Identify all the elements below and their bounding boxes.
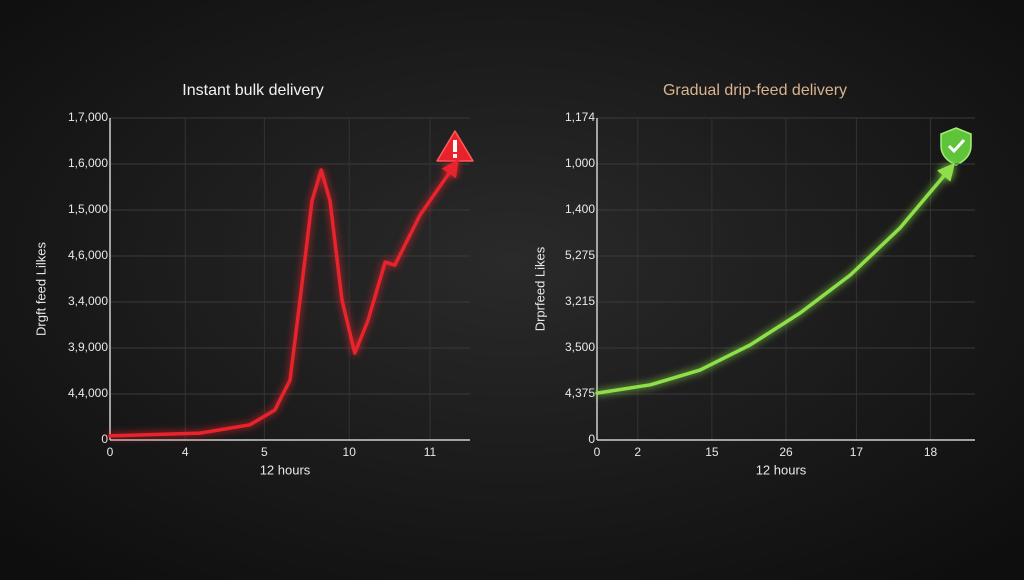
y-axis-title: Drprfeed Likes [532,246,547,331]
y-tick-label: 1,174 [565,110,595,124]
line [108,159,459,438]
y-tick-label: 1,6,000 [68,156,108,170]
chart-title: Gradual drip-feed delivery [663,82,847,99]
chart-title: Instant bulk delivery [182,82,323,99]
x-tick-label: 17 [850,445,864,459]
x-tick-label: 5 [261,445,268,459]
x-tick-label: 18 [924,445,938,459]
y-tick-label: 3,9,000 [68,340,108,354]
y-tick-label: 0 [588,432,595,446]
y-tick-label: 1,000 [565,156,595,170]
x-tick-label: 4 [182,445,189,459]
y-tick-label: 4,375 [565,386,595,400]
y-tick-label: 3,500 [565,340,595,354]
y-tick-label: 1,7,000 [68,110,108,124]
x-tick-label: 11 [424,445,437,459]
x-tick-label: 0 [594,445,601,459]
x-tick-label: 2 [634,445,641,459]
y-tick-label: 1,5,000 [68,202,108,216]
y-axis-title: Drgft feed Lilkes [33,242,48,336]
plot: Instant bulk delivery 0 4,4,000 3,9,000 3,4,… [33,82,470,477]
line [595,162,956,395]
plot: Gradual drip-feed delivery 0 4,375 3,500 3,2… [532,82,975,477]
x-tick-label: 15 [705,445,719,459]
y-tick-label: 0 [101,432,108,446]
x-tick-label: 26 [779,445,793,459]
y-tick-label: 4,6,000 [68,248,108,262]
y-tick-label: 5,275 [565,248,595,262]
x-axis-title: 12 hours [756,462,807,477]
y-tick-label: 1,400 [565,202,595,216]
shield-icon [940,127,972,166]
y-tick-label: 3,4,000 [68,294,108,308]
y-tick-label: 4,4,000 [68,386,108,400]
x-axis-title: 12 hours [260,462,311,477]
x-tick-label: 0 [107,445,114,459]
x-tick-label: 10 [343,445,357,459]
y-tick-label: 3,215 [565,294,595,308]
